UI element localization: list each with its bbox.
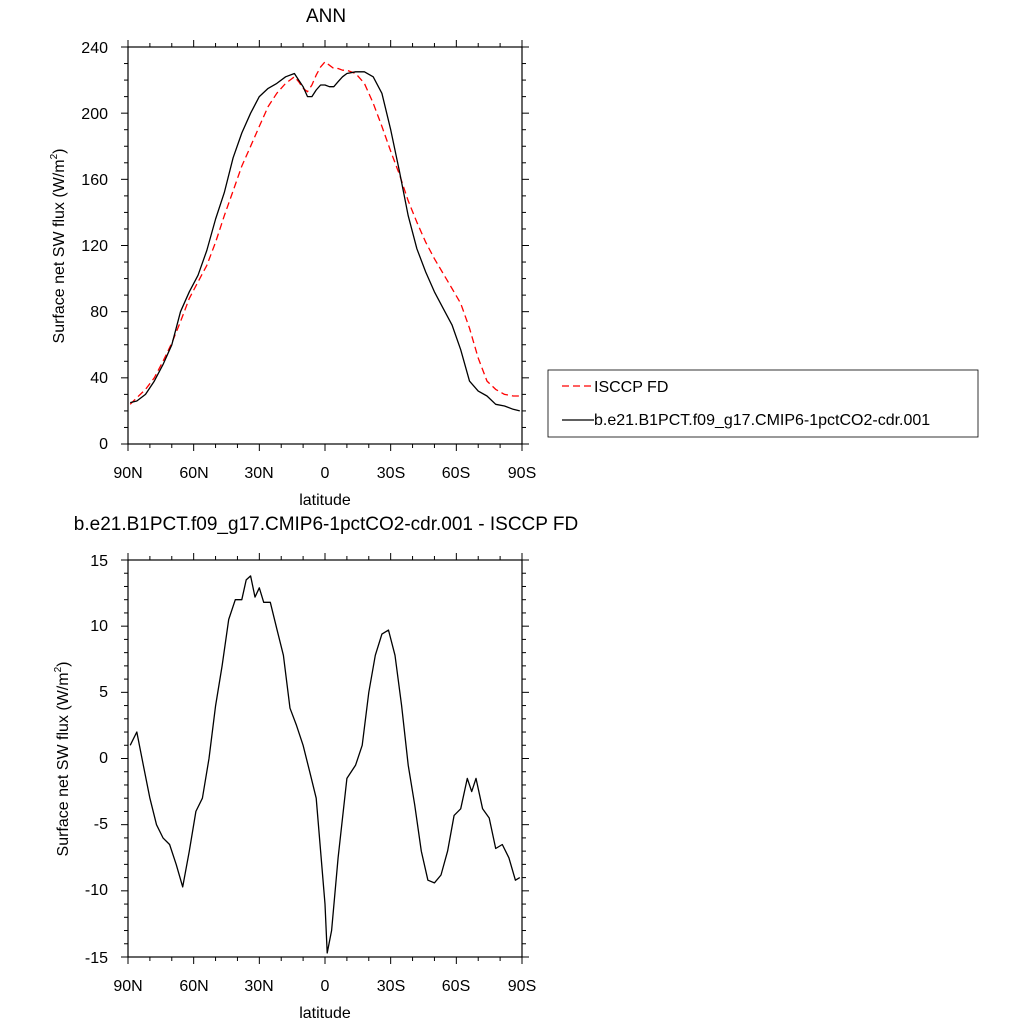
- top-x-tick-labels: 90N 60N 30N 0 30S 60S 90S: [113, 465, 536, 482]
- bottom-x-tick-label: 90N: [113, 978, 142, 995]
- top-y-tick-label: 0: [99, 436, 108, 453]
- legend-label-model: b.e21.B1PCT.f09_g17.CMIP6-1pctCO2-cdr.00…: [594, 412, 930, 429]
- bottom-x-tick-label: 60N: [179, 978, 208, 995]
- bottom-y-tick-label: 5: [99, 684, 108, 701]
- bottom-x-tick-label: 60S: [442, 978, 470, 995]
- top-series-line-1: [130, 71, 520, 412]
- bottom-y-axis-label-main: Surface net SW flux (W/m: [55, 672, 72, 856]
- bottom-x-tick-label: 30S: [377, 978, 405, 995]
- bottom-y-tick-label: 0: [99, 750, 108, 767]
- top-x-tick-label: 0: [321, 465, 330, 482]
- top-y-tick-label: 80: [90, 304, 108, 321]
- bottom-panel: b.e21.B1PCT.f09_g17.CMIP6-1pctCO2-cdr.00…: [53, 514, 578, 1022]
- top-title: ANN: [306, 6, 346, 27]
- bottom-y-tick-labels: -15 -10 -5 0 5 10 15: [85, 553, 108, 967]
- top-y-tick-label: 160: [81, 172, 108, 189]
- top-x-tick-label: 60N: [179, 465, 208, 482]
- bottom-x-tick-label: 30N: [244, 978, 273, 995]
- bottom-x-tick-label: 90S: [508, 978, 536, 995]
- top-x-tick-label: 90S: [508, 465, 536, 482]
- bottom-y-axis-label: Surface net SW flux (W/m2): [53, 662, 72, 857]
- top-x-axis-label: latitude: [299, 492, 351, 509]
- top-legend: ISCCP FD b.e21.B1PCT.f09_g17.CMIP6-1pctC…: [547, 369, 979, 438]
- top-series-line-0: [129, 61, 520, 405]
- top-x-tick-label: 90N: [113, 465, 142, 482]
- top-panel: ANN 90N 60N 30N 0 30S 60S 90S 0 40 80 12…: [49, 6, 979, 509]
- bottom-y-tick-label: -10: [85, 882, 108, 899]
- bottom-y-tick-label: 15: [90, 553, 108, 570]
- bottom-y-axis-label-sup: 2: [53, 666, 64, 672]
- top-y-tick-labels: 0 40 80 120 160 200 240: [81, 40, 108, 453]
- top-plot-layer: [121, 40, 529, 451]
- top-x-tick-label: 30S: [377, 465, 405, 482]
- legend-label-isccp: ISCCP FD: [594, 379, 668, 396]
- bottom-plot-frame: [127, 559, 523, 958]
- top-y-axis-label-main: Surface net SW flux (W/m: [51, 159, 68, 343]
- top-y-axis-label: Surface net SW flux (W/m2): [49, 149, 68, 344]
- bottom-title: b.e21.B1PCT.f09_g17.CMIP6-1pctCO2-cdr.00…: [74, 514, 578, 535]
- top-x-tick-label: 30N: [244, 465, 273, 482]
- bottom-x-axis-label: latitude: [299, 1005, 351, 1022]
- top-y-tick-label: 120: [81, 238, 108, 255]
- top-x-tick-label: 60S: [442, 465, 470, 482]
- bottom-x-tick-label: 0: [321, 978, 330, 995]
- bottom-y-tick-label: -5: [94, 816, 108, 833]
- legend-box: [547, 369, 979, 438]
- bottom-plot-layer: [121, 553, 529, 964]
- top-y-tick-label: 40: [90, 370, 108, 387]
- top-y-axis-label-sup: 2: [49, 153, 60, 159]
- bottom-series-line-0: [129, 575, 521, 954]
- top-y-axis-label-close: ): [51, 149, 68, 154]
- bottom-y-tick-label: -15: [85, 950, 108, 967]
- top-y-tick-label: 200: [81, 106, 108, 123]
- bottom-y-axis-label-close: ): [55, 662, 72, 667]
- bottom-x-tick-labels: 90N 60N 30N 0 30S 60S 90S: [113, 978, 536, 995]
- top-y-tick-label: 240: [81, 40, 108, 57]
- bottom-y-tick-label: 10: [90, 618, 108, 635]
- top-plot-frame: [127, 46, 523, 445]
